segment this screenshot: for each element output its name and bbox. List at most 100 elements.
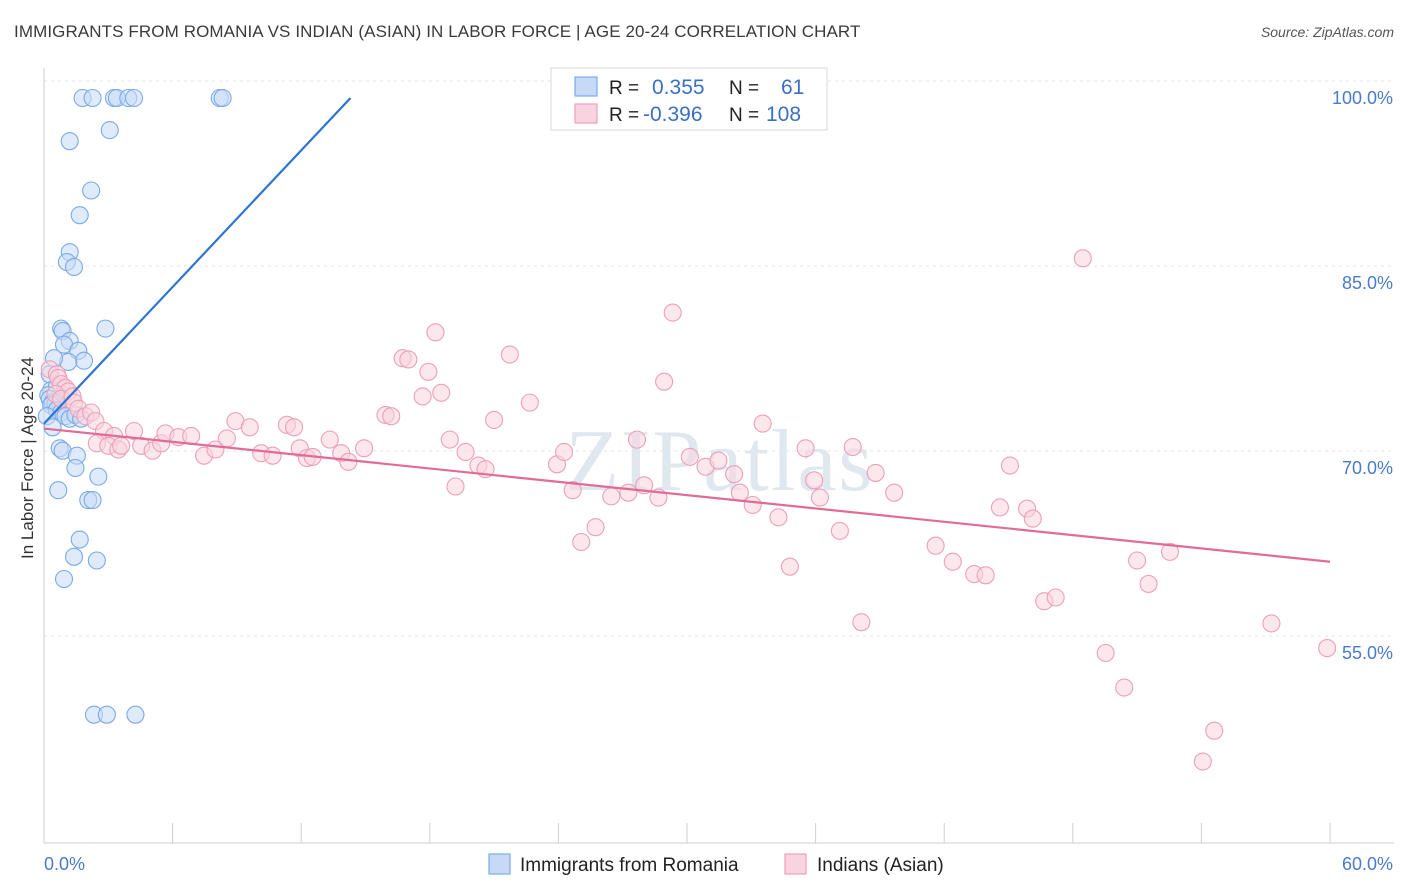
point-indians-20 [124, 421, 144, 441]
point-romania-53 [97, 705, 116, 724]
point-indians-48 [419, 362, 438, 381]
x-tick-label-0: 0.0% [44, 854, 85, 874]
y-tick-labels: 100.0% 85.0% 70.0% 55.0% [1332, 88, 1393, 663]
point-romania-7 [213, 88, 232, 108]
point-indians-44 [382, 407, 401, 426]
y-tick-label-3: 55.0% [1342, 643, 1393, 663]
x-tick-labels: 0.0% 60.0% [44, 854, 1393, 874]
point-romania-5 [124, 88, 144, 108]
point-indians-64 [602, 487, 621, 506]
source-note: Source: ZipAtlas.com [1260, 24, 1394, 40]
point-indians-92 [990, 498, 1009, 517]
point-romania-45 [49, 481, 68, 500]
point-indians-75 [730, 483, 749, 502]
point-indians-93 [1000, 456, 1019, 475]
point-indians-57 [500, 345, 519, 364]
legend-r-label-1: R = [609, 105, 639, 126]
point-indians-80 [796, 439, 815, 458]
point-indians-91 [976, 566, 995, 585]
legend: R = 0.355 N = 61 R = -0.396 N = 108 [550, 67, 828, 131]
point-romania-1 [83, 88, 102, 108]
point-indians-41 [339, 452, 358, 471]
point-romania-43 [66, 458, 85, 478]
point-romania-8 [100, 121, 119, 140]
point-romania-47 [83, 491, 102, 510]
point-indians-82 [810, 488, 829, 507]
point-indians-78 [769, 508, 788, 527]
point-indians-51 [440, 430, 459, 449]
legend-n-value-1: 108 [766, 103, 801, 126]
point-indians-95 [1023, 509, 1042, 528]
point-indians-53 [456, 442, 475, 462]
point-indians-33 [263, 446, 282, 465]
point-indians-98 [1073, 249, 1092, 268]
point-romania-10 [82, 181, 101, 200]
point-indians-29 [217, 429, 236, 448]
point-indians-85 [852, 613, 871, 632]
point-indians-74 [725, 465, 744, 484]
axes [43, 68, 1394, 844]
point-indians-26 [182, 426, 201, 445]
point-romania-17 [96, 319, 115, 338]
point-indians-42 [355, 439, 374, 458]
point-romania-14 [64, 257, 84, 277]
point-indians-69 [663, 303, 682, 322]
series-indians-points [40, 249, 1337, 771]
series-legend-label-romania: Immigrants from Romania [520, 855, 739, 876]
point-indians-49 [426, 323, 445, 342]
gridlines [44, 80, 1394, 637]
point-indians-60 [555, 442, 574, 462]
point-indians-50 [432, 383, 451, 402]
point-indians-31 [240, 418, 259, 437]
point-indians-71 [680, 447, 699, 466]
point-indians-105 [1205, 721, 1224, 740]
point-indians-77 [753, 414, 772, 433]
series-legend-label-indians: Indians (Asian) [817, 855, 944, 876]
point-romania-54 [126, 705, 145, 724]
point-indians-99 [1096, 643, 1115, 663]
point-indians-87 [885, 483, 904, 502]
point-indians-103 [1160, 542, 1180, 561]
point-indians-104 [1193, 752, 1212, 771]
point-indians-100 [1115, 678, 1134, 697]
point-romania-11 [70, 206, 89, 225]
point-indians-86 [866, 463, 885, 482]
point-indians-89 [943, 552, 962, 571]
point-romania-39 [43, 418, 62, 437]
point-romania-50 [87, 551, 106, 570]
point-indians-73 [709, 451, 728, 470]
point-indians-35 [285, 418, 304, 437]
point-indians-81 [805, 471, 824, 490]
legend-swatch-romania [574, 76, 598, 97]
point-romania-44 [89, 467, 108, 486]
point-indians-52 [446, 477, 465, 496]
y-tick-label-1: 85.0% [1342, 273, 1393, 293]
legend-r-value-1: -0.396 [643, 103, 703, 126]
point-indians-66 [627, 430, 647, 449]
x-tick-label-1: 60.0% [1342, 854, 1393, 874]
point-indians-56 [485, 410, 504, 429]
legend-r-label-0: R = [609, 78, 639, 99]
point-romania-9 [60, 132, 79, 151]
point-indians-61 [563, 481, 582, 500]
point-indians-107 [1318, 639, 1337, 658]
point-indians-79 [780, 557, 799, 576]
legend-n-label-0: N = [729, 78, 759, 99]
point-indians-47 [413, 387, 432, 406]
point-indians-70 [655, 372, 674, 391]
point-indians-97 [1046, 588, 1065, 607]
point-indians-88 [926, 536, 945, 555]
point-indians-106 [1262, 614, 1281, 633]
trend-line-indians [43, 427, 1331, 563]
y-tick-label-0: 100.0% [1332, 88, 1393, 108]
point-indians-101 [1128, 551, 1147, 570]
point-indians-39 [320, 430, 339, 449]
point-indians-63 [586, 518, 605, 537]
series-legend-swatch-indians [784, 853, 807, 875]
legend-n-value-0: 61 [781, 76, 804, 99]
point-indians-76 [743, 495, 762, 515]
point-indians-19 [112, 436, 131, 455]
point-indians-65 [619, 483, 638, 502]
series-legend-swatch-romania [488, 853, 511, 875]
